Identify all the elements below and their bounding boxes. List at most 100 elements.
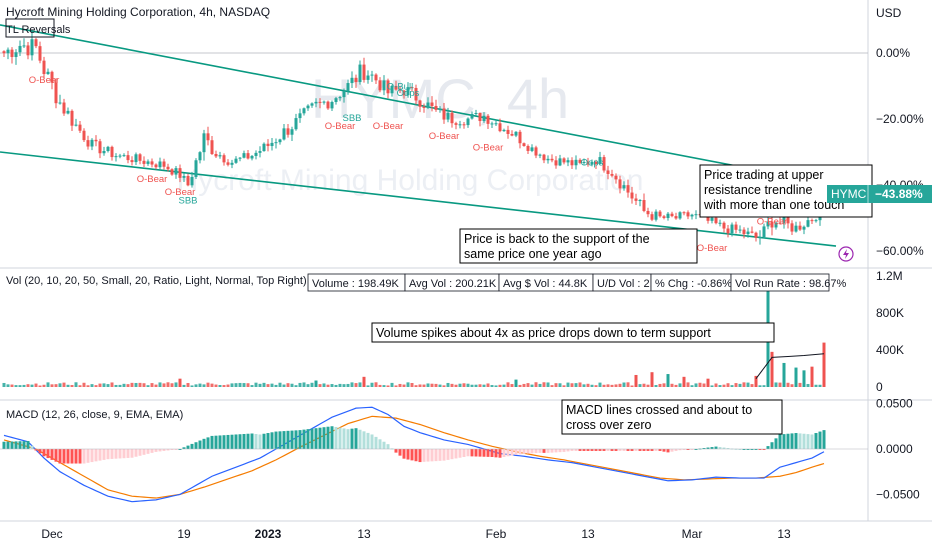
volume-bar[interactable] bbox=[542, 382, 546, 387]
macd-histogram-bar[interactable] bbox=[266, 433, 270, 449]
candle[interactable] bbox=[586, 157, 590, 167]
macd-histogram-bar[interactable] bbox=[254, 433, 258, 449]
macd-histogram-bar[interactable] bbox=[678, 449, 682, 451]
macd-histogram-bar[interactable] bbox=[550, 449, 554, 453]
macd-histogram-bar[interactable] bbox=[374, 436, 378, 449]
volume-bar[interactable] bbox=[294, 385, 298, 387]
candle[interactable] bbox=[246, 150, 250, 160]
candle[interactable] bbox=[446, 107, 450, 123]
candle[interactable] bbox=[678, 211, 682, 220]
macd-histogram-bar[interactable] bbox=[502, 449, 506, 457]
candle[interactable] bbox=[478, 112, 482, 127]
macd-histogram-bar[interactable] bbox=[158, 449, 162, 452]
macd-histogram-bar[interactable] bbox=[554, 449, 558, 453]
macd-histogram-bar[interactable] bbox=[434, 449, 438, 462]
candle[interactable] bbox=[54, 78, 58, 109]
candle[interactable] bbox=[626, 179, 630, 198]
volume-bar[interactable] bbox=[446, 382, 450, 387]
volume-bar[interactable] bbox=[554, 383, 558, 387]
candle[interactable] bbox=[630, 186, 634, 204]
candle[interactable] bbox=[458, 120, 462, 129]
candle[interactable] bbox=[258, 146, 262, 158]
macd-histogram-bar[interactable] bbox=[66, 449, 70, 464]
volume-bar[interactable] bbox=[342, 384, 346, 387]
volume-bar[interactable] bbox=[758, 385, 762, 387]
volume-bar[interactable] bbox=[162, 383, 166, 387]
volume-bar[interactable] bbox=[254, 382, 258, 387]
candle[interactable] bbox=[34, 37, 38, 49]
macd-histogram-bar[interactable] bbox=[350, 428, 354, 449]
macd-histogram-bar[interactable] bbox=[98, 449, 102, 461]
candle[interactable] bbox=[190, 171, 194, 188]
candle[interactable] bbox=[138, 153, 142, 165]
volume-bar[interactable] bbox=[158, 382, 162, 387]
candle[interactable] bbox=[566, 157, 570, 167]
volume-bar[interactable] bbox=[286, 383, 290, 387]
volume-bar[interactable] bbox=[754, 375, 758, 387]
candle[interactable] bbox=[42, 56, 46, 79]
macd-histogram-bar[interactable] bbox=[18, 441, 22, 449]
volume-bar[interactable] bbox=[402, 384, 406, 387]
macd-histogram-bar[interactable] bbox=[770, 442, 774, 449]
volume-bar[interactable] bbox=[142, 383, 146, 387]
macd-histogram-bar[interactable] bbox=[718, 447, 722, 449]
macd-histogram[interactable] bbox=[0, 426, 868, 464]
volume-bar[interactable] bbox=[442, 385, 446, 387]
candle[interactable] bbox=[730, 222, 734, 237]
volume-bar[interactable] bbox=[426, 383, 430, 387]
volume-bar[interactable] bbox=[530, 384, 534, 387]
volume-bar[interactable] bbox=[770, 351, 774, 387]
candle[interactable] bbox=[374, 73, 378, 84]
volume-bar[interactable] bbox=[630, 385, 634, 387]
candle[interactable] bbox=[466, 117, 470, 128]
macd-histogram-bar[interactable] bbox=[14, 441, 18, 449]
volume-bar[interactable] bbox=[594, 385, 598, 387]
volume-bar[interactable] bbox=[538, 383, 542, 387]
macd-histogram-bar[interactable] bbox=[202, 438, 206, 449]
candle[interactable] bbox=[2, 50, 6, 57]
candle[interactable] bbox=[454, 121, 458, 130]
candle[interactable] bbox=[278, 138, 282, 145]
volume-bar[interactable] bbox=[762, 385, 766, 387]
macd-histogram-bar[interactable] bbox=[82, 449, 86, 464]
volume-bar[interactable] bbox=[330, 384, 334, 387]
candle[interactable] bbox=[22, 38, 26, 49]
macd-histogram-bar[interactable] bbox=[126, 449, 130, 458]
candle[interactable] bbox=[798, 221, 802, 232]
macd-histogram-bar[interactable] bbox=[510, 449, 514, 456]
candle[interactable] bbox=[386, 78, 390, 99]
candle[interactable] bbox=[658, 209, 662, 218]
volume-bar[interactable] bbox=[370, 382, 374, 387]
candle[interactable] bbox=[646, 207, 650, 218]
macd-histogram-bar[interactable] bbox=[570, 449, 574, 451]
candle[interactable] bbox=[714, 216, 718, 225]
macd-histogram-bar[interactable] bbox=[662, 449, 666, 452]
volume-bar[interactable] bbox=[710, 385, 714, 387]
candle[interactable] bbox=[294, 113, 298, 131]
macd-line[interactable] bbox=[3, 406, 825, 503]
volume-bar[interactable] bbox=[418, 384, 422, 387]
candle[interactable] bbox=[102, 146, 106, 156]
volume-bar[interactable] bbox=[578, 382, 582, 387]
volume-bar[interactable] bbox=[58, 383, 62, 387]
volume-bar[interactable] bbox=[718, 385, 722, 387]
candle[interactable] bbox=[434, 99, 438, 112]
volume-bar[interactable] bbox=[598, 382, 602, 387]
candle[interactable] bbox=[222, 153, 226, 166]
volume-bar[interactable] bbox=[54, 384, 58, 387]
candle[interactable] bbox=[262, 142, 266, 152]
volume-bar[interactable] bbox=[306, 384, 310, 387]
volume-bar[interactable] bbox=[146, 385, 150, 387]
volume-bar[interactable] bbox=[486, 383, 490, 387]
volume-bar[interactable] bbox=[806, 383, 810, 387]
candle[interactable] bbox=[274, 138, 278, 149]
candle[interactable] bbox=[362, 57, 366, 83]
candle[interactable] bbox=[178, 164, 182, 183]
macd-histogram-bar[interactable] bbox=[38, 449, 42, 454]
candle[interactable] bbox=[322, 100, 326, 105]
candle[interactable] bbox=[778, 216, 782, 225]
volume-bar[interactable] bbox=[78, 385, 82, 387]
volume-bar[interactable] bbox=[2, 382, 6, 387]
volume-bar[interactable] bbox=[550, 385, 554, 387]
candle[interactable] bbox=[738, 225, 742, 234]
